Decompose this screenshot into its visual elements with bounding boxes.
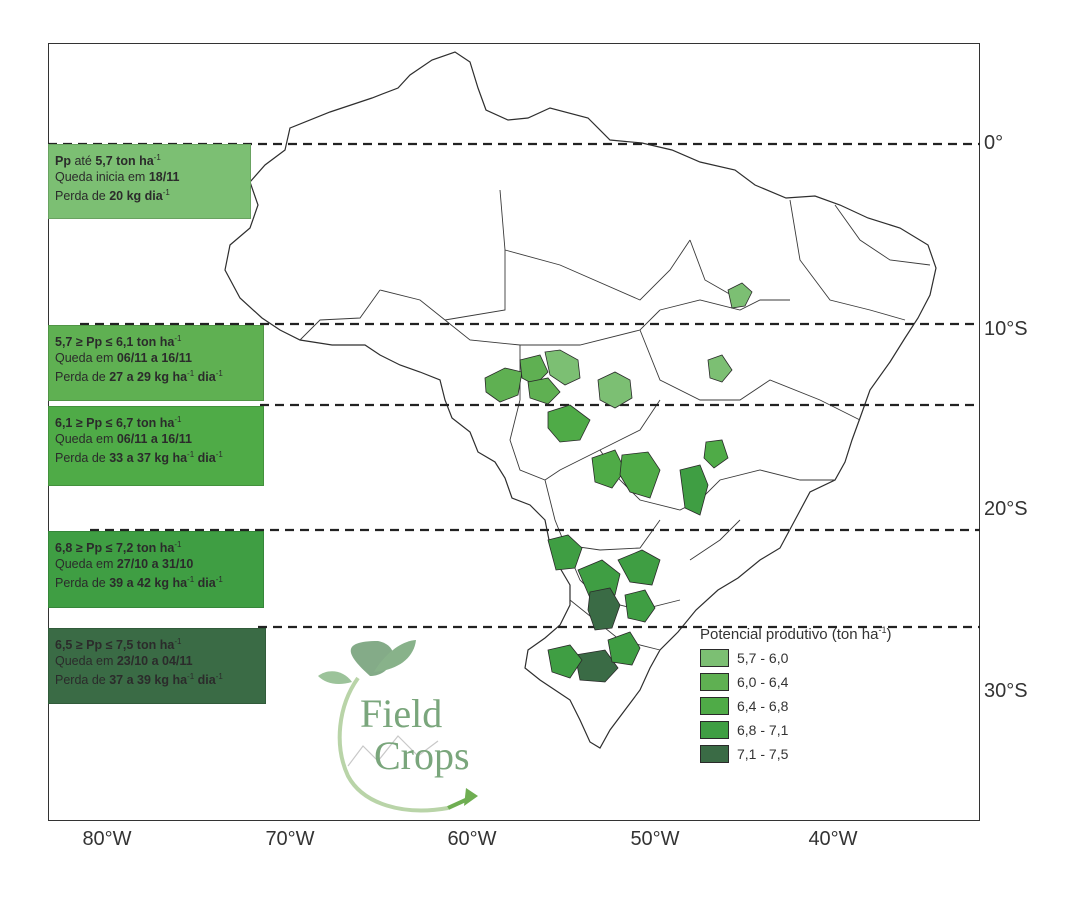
logo-word-field: Field [360, 691, 443, 736]
patch-57-60 [544, 349, 581, 386]
note-box-3: 6,1 ≥ Pp ≤ 6,7 ton ha-1 Queda em 06/11 a… [48, 406, 264, 486]
legend-label: 5,7 - 6,0 [737, 650, 789, 666]
legend-swatch [700, 745, 729, 763]
lat-label-10s: 10°S [984, 318, 1028, 340]
leaf-swoosh-icon [318, 640, 478, 813]
patch-57-60 [597, 371, 633, 409]
legend-swatch [700, 697, 729, 715]
legend-label: 6,0 - 6,4 [737, 674, 789, 690]
brazil-outline [224, 51, 937, 749]
patch-71-75 [587, 587, 621, 631]
legend-item: 5,7 - 6,0 [700, 649, 891, 667]
patch-57-60 [727, 282, 753, 309]
patch-57-60 [707, 354, 733, 383]
field-crops-logo: Field Crops [308, 636, 493, 821]
patch-68-71 [547, 534, 583, 571]
note-box-4: 6,8 ≥ Pp ≤ 7,2 ton ha-1 Queda em 27/10 a… [48, 531, 264, 608]
lon-label-60w: 60°W [447, 828, 497, 850]
patch-60-64 [484, 367, 523, 403]
patch-71-75 [574, 649, 619, 683]
legend-label: 6,8 - 7,1 [737, 722, 789, 738]
legend-item: 6,4 - 6,8 [700, 697, 891, 715]
patch-60-64 [527, 377, 561, 405]
note-box-5: 6,5 ≥ Pp ≤ 7,5 ton ha-1 Queda em 23/10 a… [48, 628, 266, 704]
legend: Potencial produtivo (ton ha-1) 5,7 - 6,0… [700, 625, 891, 763]
patch-68-71 [607, 631, 641, 666]
patch-68-71 [624, 589, 656, 623]
lat-label-20s: 20°S [984, 498, 1028, 520]
legend-label: 6,4 - 6,8 [737, 698, 789, 714]
potential-patches [484, 282, 753, 683]
patch-64-68 [591, 449, 626, 489]
legend-label: 7,1 - 7,5 [737, 746, 789, 762]
patch-68-71 [617, 549, 661, 586]
patch-60-64 [519, 354, 549, 386]
note-box-2: 5,7 ≥ Pp ≤ 6,1 ton ha-1 Queda em 06/11 a… [48, 325, 264, 401]
legend-item: 6,0 - 6,4 [700, 673, 891, 691]
lon-label-40w: 40°W [808, 828, 858, 850]
patch-64-68 [547, 404, 591, 443]
lon-label-70w: 70°W [265, 828, 315, 850]
lon-label-50w: 50°W [630, 828, 680, 850]
legend-swatch [700, 673, 729, 691]
lon-label-80w: 80°W [82, 828, 132, 850]
legend-item: 7,1 - 7,5 [700, 745, 891, 763]
lat-label-30s: 30°S [984, 680, 1028, 702]
patch-68-71 [679, 464, 709, 516]
patch-68-71 [547, 644, 583, 679]
note-box-1: Pp até 5,7 ton ha-1 Queda inicia em 18/1… [48, 144, 251, 219]
logo-word-crops: Crops [374, 733, 470, 778]
patch-64-68 [619, 451, 661, 499]
legend-item: 6,8 - 7,1 [700, 721, 891, 739]
lat-label-0: 0° [984, 132, 1004, 154]
legend-title: Potencial produtivo (ton ha-1) [700, 625, 892, 643]
legend-swatch [700, 649, 729, 667]
patch-64-68 [703, 439, 729, 469]
legend-swatch [700, 721, 729, 739]
